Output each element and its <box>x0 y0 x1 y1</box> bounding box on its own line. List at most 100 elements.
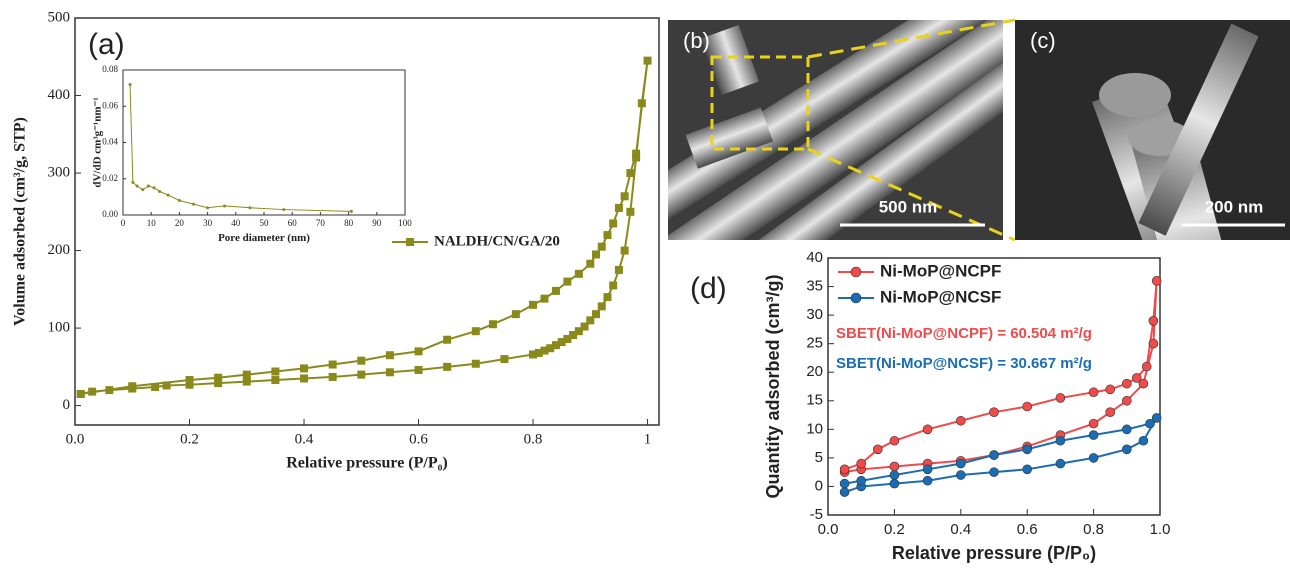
marker <box>1089 388 1098 397</box>
marker <box>644 57 652 65</box>
x-tick-label: 0.0 <box>66 431 85 447</box>
marker <box>167 194 170 197</box>
y-tick-label: 0.06 <box>102 100 118 110</box>
marker <box>489 320 497 328</box>
marker <box>1142 362 1151 371</box>
marker <box>540 295 548 303</box>
marker <box>1056 459 1065 468</box>
marker <box>598 243 606 251</box>
y-axis-label: Volume adsorbed (cm³/g, STP) <box>12 117 29 326</box>
marker <box>840 488 849 497</box>
y-tick-label: 400 <box>48 87 71 103</box>
x-tick-label: 0.8 <box>524 431 543 447</box>
marker <box>153 186 156 189</box>
x-tick-label: 0.8 <box>1083 521 1104 538</box>
marker <box>1023 402 1032 411</box>
x-tick-label: 0 <box>121 218 126 228</box>
marker <box>592 310 600 318</box>
y-tick-label: 30 <box>806 306 823 323</box>
marker <box>443 363 451 371</box>
marker <box>923 476 932 485</box>
marker <box>147 185 150 188</box>
marker <box>158 190 161 193</box>
x-axis-label: Relative pressure (P/P₀) <box>892 543 1096 563</box>
y-tick-label: 100 <box>48 320 71 336</box>
x-tick-label: 90 <box>372 218 382 228</box>
legend-marker <box>406 238 414 246</box>
marker <box>500 355 508 363</box>
x-tick-label: 80 <box>344 218 354 228</box>
marker <box>443 336 451 344</box>
marker <box>990 408 999 417</box>
marker <box>1089 453 1098 462</box>
marker <box>890 436 899 445</box>
marker <box>615 266 623 274</box>
marker <box>386 351 394 359</box>
x-tick-label: 40 <box>231 218 241 228</box>
x-tick-label: 1 <box>644 431 652 447</box>
marker <box>192 203 195 206</box>
marker <box>840 479 849 488</box>
marker <box>1122 379 1131 388</box>
marker <box>300 364 308 372</box>
marker <box>1056 393 1065 402</box>
y-tick-label: 5 <box>815 449 823 466</box>
y-tick-label: 0.00 <box>102 209 118 219</box>
x-axis-label: Pore diameter (nm) <box>218 232 310 244</box>
marker <box>609 219 617 227</box>
marker <box>271 376 279 384</box>
marker <box>638 99 646 107</box>
figure: (b) 500 nm (c) 200 nm 0.00.20.40.60.8101… <box>0 0 1290 576</box>
annotation: SBET(Ni-MoP@NCPF) = 60.504 m²/g <box>836 325 1092 342</box>
y-tick-label: 10 <box>806 420 823 437</box>
x-tick-label: 0.0 <box>818 521 839 538</box>
marker <box>350 210 353 213</box>
marker <box>1149 316 1158 325</box>
y-tick-label: 300 <box>48 164 71 180</box>
y-tick-label: 0 <box>815 477 823 494</box>
x-tick-label: 60 <box>288 218 298 228</box>
marker <box>956 471 965 480</box>
marker <box>857 476 866 485</box>
marker <box>552 287 560 295</box>
panel-label: (b) <box>683 28 710 53</box>
marker <box>626 208 634 216</box>
marker <box>512 310 520 318</box>
plot-frame <box>123 70 405 215</box>
y-tick-label: 15 <box>806 392 823 409</box>
marker <box>136 185 139 188</box>
x-tick-label: 0.4 <box>950 521 971 538</box>
marker <box>248 206 251 209</box>
marker <box>186 376 194 384</box>
marker <box>329 373 337 381</box>
marker <box>1106 385 1115 394</box>
panel-label: (d) <box>690 272 727 305</box>
y-tick-label: 25 <box>806 335 823 352</box>
y-tick-label: -5 <box>810 506 823 523</box>
marker <box>575 270 583 278</box>
marker <box>1132 373 1141 382</box>
marker <box>151 383 159 391</box>
x-tick-label: 1.0 <box>1150 521 1171 538</box>
marker <box>621 247 629 255</box>
x-tick-label: 10 <box>147 218 157 228</box>
y-axis-label: Quantity adsorbed (cm³/g) <box>763 274 783 498</box>
y-tick-label: 35 <box>806 278 823 295</box>
y-tick-label: 20 <box>806 363 823 380</box>
panel-label: (a) <box>88 28 125 61</box>
marker <box>1146 419 1155 428</box>
marker <box>1152 276 1161 285</box>
x-tick-label: 0.4 <box>295 431 314 447</box>
legend-marker <box>851 267 861 277</box>
marker <box>129 83 132 86</box>
marker <box>890 471 899 480</box>
marker <box>598 302 606 310</box>
x-tick-label: 70 <box>316 218 326 228</box>
marker <box>88 388 96 396</box>
marker <box>956 416 965 425</box>
marker <box>621 192 629 200</box>
marker <box>105 386 113 394</box>
marker <box>357 357 365 365</box>
sem-image-c <box>1015 20 1290 336</box>
scale-bar-label: 200 nm <box>1205 197 1264 216</box>
